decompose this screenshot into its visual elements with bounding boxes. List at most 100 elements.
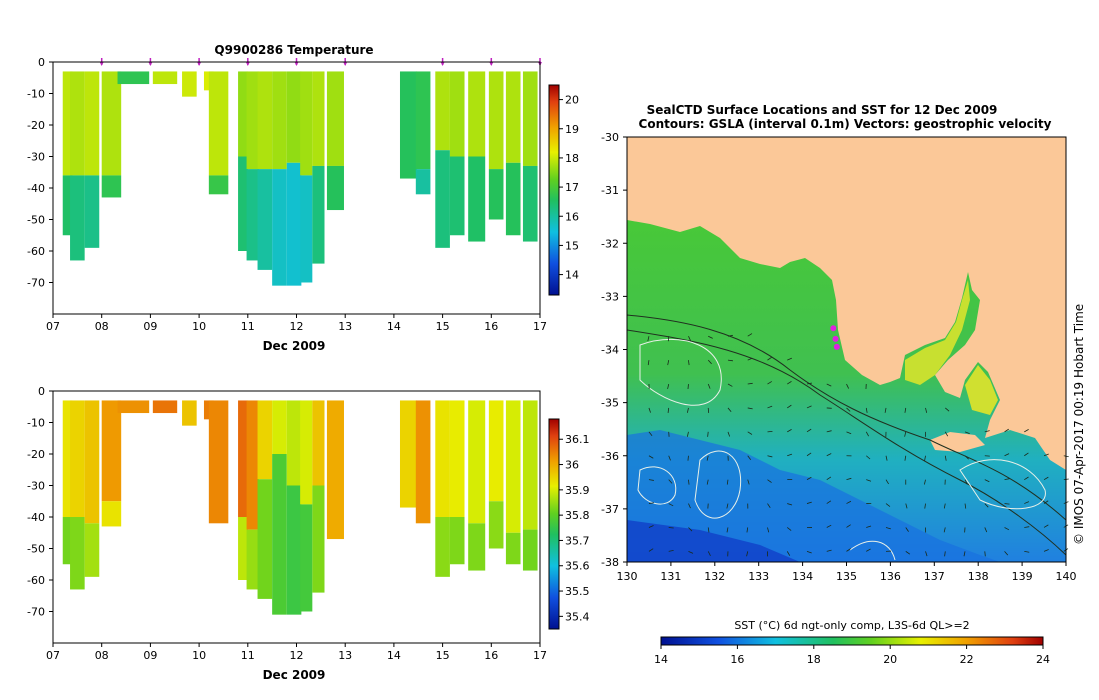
colorbar-tick-label: 17 xyxy=(565,181,579,194)
velocity-vector xyxy=(767,405,773,409)
x-tick-label: 15 xyxy=(436,320,450,333)
sst-colorbar-tick-label: 20 xyxy=(883,653,897,666)
velocity-vector xyxy=(668,549,674,552)
velocity-vector xyxy=(747,407,753,410)
velocity-vector xyxy=(846,548,851,552)
velocity-vector xyxy=(746,551,749,557)
velocity-vector xyxy=(904,407,907,413)
profile-cell-14-1 xyxy=(300,504,313,612)
velocity-vector xyxy=(787,404,792,409)
map-title-line1: SealCTD Surface Locations and SST for 12… xyxy=(647,103,998,117)
profile-cell-2-0 xyxy=(84,71,100,176)
velocity-vector xyxy=(707,431,709,437)
x-tick-label: 09 xyxy=(143,649,157,662)
seal-location xyxy=(830,325,837,332)
profile-cell-17-0 xyxy=(399,71,418,179)
velocity-vector xyxy=(1004,478,1010,481)
velocity-vector xyxy=(984,527,988,533)
x-tick-label: 13 xyxy=(338,320,352,333)
x-tick-label: 11 xyxy=(241,320,255,333)
profile-cell-1-0 xyxy=(70,71,85,176)
velocity-vector xyxy=(1024,550,1030,553)
map-y-tick-label: -37 xyxy=(601,503,619,516)
sst-colorbar-tick-label: 18 xyxy=(807,653,821,666)
sst-colorbar-tick-label: 16 xyxy=(730,653,744,666)
velocity-vector xyxy=(1024,452,1029,457)
profile-cell-15-1 xyxy=(312,485,325,593)
map-y-tick-label: -32 xyxy=(601,237,619,250)
profile-marker-head xyxy=(148,62,153,66)
velocity-vector xyxy=(865,431,870,437)
velocity-vector xyxy=(687,455,689,461)
profile-cell-11-0 xyxy=(257,400,273,480)
velocity-vector xyxy=(726,527,729,533)
velocity-vector xyxy=(806,452,812,457)
imos-credit: © IMOS 07-Apr-2017 00:19 Hobart Time xyxy=(1072,304,1086,545)
velocity-vector xyxy=(904,431,907,437)
profile-cell-24-0 xyxy=(522,400,538,530)
velocity-vector xyxy=(747,431,753,435)
colorbar-tick-label: 19 xyxy=(565,123,579,136)
map-x-ticks: 130 131 132 133 134 135 136 137 138 139 140 xyxy=(617,562,1077,583)
velocity-vector xyxy=(688,503,691,509)
velocity-vector xyxy=(806,405,812,409)
sst-map-panel: SealCTD Surface Locations and SST for 12… xyxy=(601,103,1086,666)
velocity-vector xyxy=(787,381,792,385)
profile-cell-0-1 xyxy=(62,517,73,565)
salinity-y-ticks: 0 -10 -20 -30 -40 -50 -60 -70 xyxy=(27,385,53,619)
profile-cell-15-0 xyxy=(312,71,325,166)
velocity-vector xyxy=(943,503,946,509)
map-x-tick-label: 130 xyxy=(617,570,638,583)
profile-cell-13-0 xyxy=(286,400,302,486)
temperature-title: Q9900286 Temperature xyxy=(214,43,373,57)
velocity-vector xyxy=(865,407,868,413)
profile-cell-23-1 xyxy=(505,162,521,236)
velocity-vector xyxy=(706,479,709,485)
velocity-vector xyxy=(826,476,832,480)
velocity-vector xyxy=(943,527,946,533)
velocity-vector xyxy=(747,333,753,337)
y-tick-label: 0 xyxy=(38,56,45,69)
velocity-vector xyxy=(746,527,749,533)
profile-cell-4-0 xyxy=(117,400,150,414)
coldest-water-patch xyxy=(627,520,800,562)
colorbar-tick-label: 35.6 xyxy=(565,560,590,573)
velocity-vector xyxy=(647,336,650,342)
velocity-vector xyxy=(984,503,989,508)
velocity-vector xyxy=(1024,526,1030,528)
velocity-vector xyxy=(984,551,986,557)
velocity-vector xyxy=(787,453,793,457)
sst-colorbar-tick-label: 14 xyxy=(654,653,668,666)
velocity-vector xyxy=(668,527,674,529)
velocity-vector xyxy=(826,453,832,457)
profile-marker-head xyxy=(343,62,348,66)
temperature-colorbar-ticks: 14 15 16 17 18 19 20 xyxy=(559,94,579,282)
velocity-vector xyxy=(1004,551,1009,556)
temperature-cells xyxy=(62,71,538,286)
velocity-vector xyxy=(707,527,710,533)
velocity-vector xyxy=(747,357,753,361)
velocity-vector xyxy=(924,503,926,509)
velocity-vector xyxy=(647,360,650,366)
velocity-vector xyxy=(1043,476,1049,481)
profile-cell-2-1 xyxy=(84,175,100,248)
profile-cell-13-0 xyxy=(286,71,302,163)
map-x-tick-label: 133 xyxy=(748,570,769,583)
velocity-vector xyxy=(687,407,689,413)
map-y-tick-label: -33 xyxy=(601,290,619,303)
profile-cell-0-0 xyxy=(62,400,73,517)
profile-cell-2-0 xyxy=(84,400,100,524)
profile-cell-15-0 xyxy=(312,400,325,486)
velocity-vector xyxy=(668,503,674,507)
x-tick-label: 14 xyxy=(387,649,401,662)
x-tick-label: 12 xyxy=(290,649,304,662)
profile-cell-10-1 xyxy=(246,529,259,590)
velocity-vector xyxy=(787,357,792,361)
colorbar-tick-label: 35.8 xyxy=(565,509,590,522)
velocity-vector xyxy=(1043,500,1049,504)
y-tick-label: -30 xyxy=(27,480,45,493)
profile-cell-16-0 xyxy=(326,71,344,166)
profile-cell-18-0 xyxy=(415,71,431,170)
profile-cell-3-1 xyxy=(101,501,122,527)
